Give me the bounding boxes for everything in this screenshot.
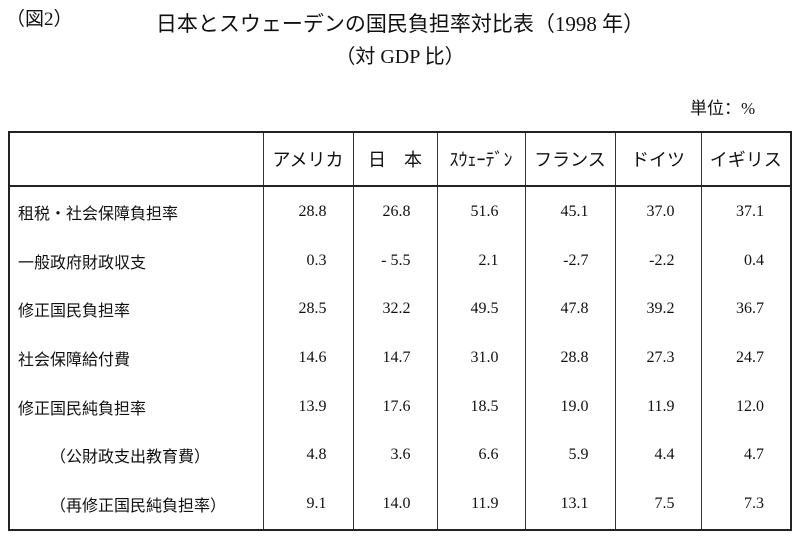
cell-value: 28.8 [262,186,353,237]
cell-value: 7.3 [700,479,791,530]
cell-value: 5.9 [524,430,615,480]
table-row: （公財政支出教育費） 4.8 3.6 6.6 5.9 4.4 4.7 [9,430,791,480]
cell-value: 26.8 [352,186,437,237]
cell-value: 11.9 [436,479,525,530]
column-header: 日 本 [352,132,437,187]
row-label: 租税・社会保障負担率 [18,205,179,223]
cell-value: 3.6 [352,430,437,480]
cell-value: 13.1 [524,479,615,530]
cell-value: 18.5 [436,382,525,431]
cell-value: 45.1 [524,186,615,237]
cell-value: 0.3 [262,236,353,286]
unit-label: 単位：% [690,99,756,118]
cell-value: 47.8 [524,285,615,334]
cell-value: 37.1 [700,186,791,237]
row-label: （再修正国民純負担率） [50,498,227,516]
cell-value: 49.5 [436,285,525,334]
cell-value: 7.5 [614,479,701,530]
table-row: 修正国民負担率 28.5 32.2 49.5 47.8 39.2 36.7 [9,285,791,334]
cell-value: 24.7 [700,333,791,383]
column-header [9,132,263,187]
row-label: 修正国民負担率 [18,303,131,321]
header-row: アメリカ日 本ｽｳｪｰﾃﾞﾝ フランス ドイツ イギリス [9,132,791,187]
table-row: 一般政府財政収支 0.3- 5.5 2.1 -2.7 -2.2 0.4 [9,236,791,286]
subtitle: （対 GDP 比） [335,46,465,68]
cell-value: 4.8 [262,430,353,480]
cell-value: 0.4 [700,236,791,286]
cell-value: 4.7 [700,430,791,480]
figure-label: （図2） [6,9,73,30]
cell-value: 28.5 [262,285,353,334]
table-row: 社会保障給付費 14.6 14.7 31.0 28.8 27.3 24.7 [9,333,791,383]
cell-value: 6.6 [436,430,525,480]
column-header: ドイツ [614,132,701,187]
table-row: 租税・社会保障負担率 28.8 26.8 51.6 45.1 37.0 37.1 [9,186,791,237]
cell-value: 32.2 [352,285,437,334]
cell-value: 28.8 [524,333,615,383]
cell-value: 9.1 [262,479,353,530]
cell-value: 27.3 [614,333,701,383]
cell-value: 19.0 [524,382,615,431]
cell-value: 2.1 [436,236,525,286]
cell-value: - 5.5 [352,236,437,286]
cell-value: 51.6 [436,186,525,237]
row-label: 修正国民純負担率 [18,400,147,418]
cell-value: 14.0 [352,479,437,530]
cell-value: 13.9 [262,382,353,431]
table-row: （再修正国民純負担率） 9.1 14.0 11.9 13.1 7.5 7.3 [9,479,791,530]
cell-value: 37.0 [614,186,701,237]
cell-value: 4.4 [614,430,701,480]
cell-value: 17.6 [352,382,437,431]
column-header: ｽｳｪｰﾃﾞﾝ [436,132,525,187]
column-header: イギリス [700,132,791,187]
cell-value: 31.0 [436,333,525,383]
cell-value: 14.7 [352,333,437,383]
cell-value: -2.2 [614,236,701,286]
row-label: 社会保障給付費 [18,351,131,369]
cell-value: -2.7 [524,236,615,286]
row-label: （公財政支出教育費） [50,449,211,467]
table-row: 修正国民純負担率 13.9 17.6 18.5 19.0 11.9 12.0 [9,382,791,431]
column-header: アメリカ [262,132,353,187]
row-label: 一般政府財政収支 [18,254,147,272]
cell-value: 39.2 [614,285,701,334]
data-table: アメリカ日 本ｽｳｪｰﾃﾞﾝ フランス ドイツ イギリス 租税・社会保障負担率 28.8 2… [8,131,792,531]
cell-value: 14.6 [262,333,353,383]
cell-value: 12.0 [700,382,791,431]
cell-value: 11.9 [614,382,701,431]
column-header: フランス [524,132,615,187]
cell-value: 36.7 [700,285,791,334]
title: 日本とスウェーデンの国民負担率対比表（1998 年） [155,12,645,36]
